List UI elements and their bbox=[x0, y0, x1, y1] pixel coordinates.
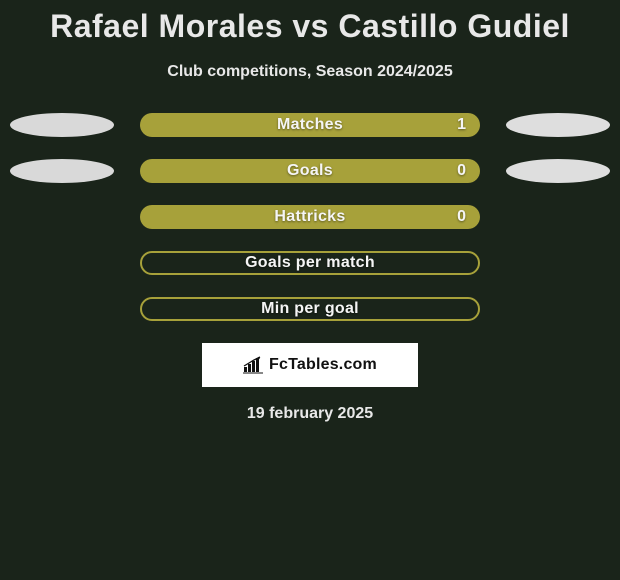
barchart-icon bbox=[243, 356, 263, 374]
stat-bar-goals-per-match: Goals per match bbox=[140, 251, 480, 275]
stat-row: Matches 1 bbox=[0, 113, 620, 137]
subtitle: Club competitions, Season 2024/2025 bbox=[0, 63, 620, 81]
stat-value: 0 bbox=[457, 208, 466, 226]
right-ellipse bbox=[506, 113, 610, 137]
stat-value: 1 bbox=[457, 116, 466, 134]
attribution-label: FcTables.com bbox=[269, 356, 377, 374]
stat-label: Goals per match bbox=[245, 254, 375, 272]
stat-row: Hattricks 0 bbox=[0, 205, 620, 229]
date-label: 19 february 2025 bbox=[0, 405, 620, 423]
right-ellipse bbox=[506, 159, 610, 183]
stat-row: Goals per match bbox=[0, 251, 620, 275]
stat-label: Goals bbox=[287, 162, 333, 180]
stat-bar-goals: Goals 0 bbox=[140, 159, 480, 183]
attribution-badge: FcTables.com bbox=[202, 343, 418, 387]
stat-bar-hattricks: Hattricks 0 bbox=[140, 205, 480, 229]
stat-label: Min per goal bbox=[261, 300, 359, 318]
stat-row: Min per goal bbox=[0, 297, 620, 321]
stat-bar-min-per-goal: Min per goal bbox=[140, 297, 480, 321]
left-ellipse bbox=[10, 113, 114, 137]
stat-label: Matches bbox=[277, 116, 343, 134]
stat-value: 0 bbox=[457, 162, 466, 180]
stat-label: Hattricks bbox=[274, 208, 345, 226]
left-ellipse bbox=[10, 159, 114, 183]
stat-rows: Matches 1 Goals 0 Hattricks 0 Goals per … bbox=[0, 113, 620, 321]
stat-row: Goals 0 bbox=[0, 159, 620, 183]
stat-bar-matches: Matches 1 bbox=[140, 113, 480, 137]
page-title: Rafael Morales vs Castillo Gudiel bbox=[0, 0, 620, 45]
